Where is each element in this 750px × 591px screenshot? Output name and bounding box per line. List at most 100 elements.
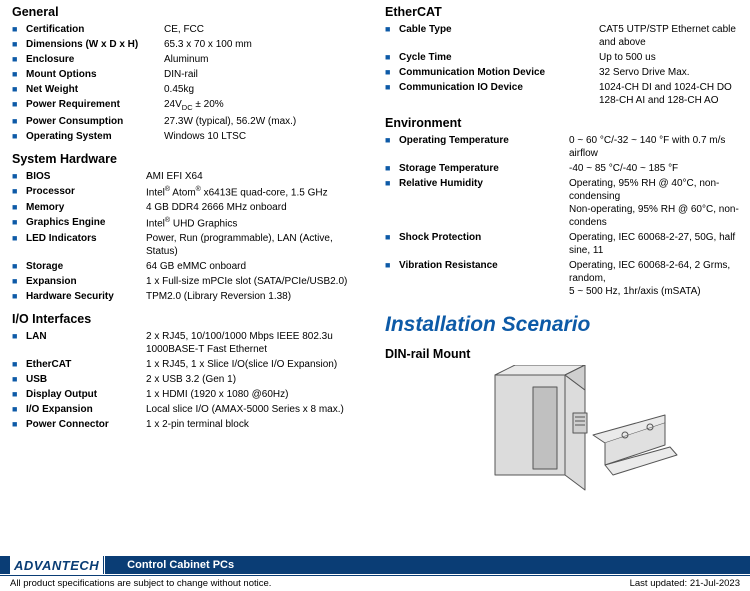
spec-label: Operating System	[26, 130, 164, 143]
spec-label: USB	[26, 373, 146, 386]
footer-last-updated: Last updated: 21-Jul-2023	[630, 578, 740, 589]
spec-value: 32 Servo Drive Max.	[599, 66, 740, 79]
spec-row: ■Power Consumption27.3W (typical), 56.2W…	[12, 114, 367, 129]
bullet-icon: ■	[12, 330, 26, 343]
spec-label: Storage Temperature	[399, 162, 569, 175]
spec-value: 64 GB eMMC onboard	[146, 260, 367, 273]
spec-row: ■Shock ProtectionOperating, IEC 60068-2-…	[385, 230, 740, 258]
bullet-icon: ■	[12, 170, 26, 183]
spec-value: Operating, IEC 60068-2-64, 2 Grms, rando…	[569, 259, 740, 298]
spec-label: Enclosure	[26, 53, 164, 66]
spec-value: 1 x HDMI (1920 x 1080 @60Hz)	[146, 388, 367, 401]
spec-row: ■Cable TypeCAT5 UTP/STP Ethernet cable a…	[385, 22, 740, 50]
footer-disclaimer: All product specifications are subject t…	[10, 578, 271, 589]
right-column: EtherCAT ■Cable TypeCAT5 UTP/STP Ethernet…	[385, 2, 740, 555]
spec-row: ■EnclosureAluminum	[12, 52, 367, 67]
spec-value: 65.3 x 70 x 100 mm	[164, 38, 367, 51]
spec-label: Relative Humidity	[399, 177, 569, 190]
spec-row: ■Operating SystemWindows 10 LTSC	[12, 129, 367, 144]
spec-value: 0 ~ 60 °C/-32 ~ 140 °F with 0.7 m/s airf…	[569, 134, 740, 160]
spec-label: Dimensions (W x D x H)	[26, 38, 164, 51]
bullet-icon: ■	[12, 68, 26, 81]
bullet-icon: ■	[12, 83, 26, 96]
bullet-icon: ■	[385, 162, 399, 175]
spec-row: ■Power Requirement24VDC ± 20%	[12, 97, 367, 114]
bullet-icon: ■	[385, 177, 399, 190]
spec-value: Local slice I/O (AMAX-5000 Series x 8 ma…	[146, 403, 367, 416]
spec-value: 1024-CH DI and 1024-CH DO 128-CH AI and …	[599, 81, 740, 107]
spec-row: ■Power Connector1 x 2-pin terminal block	[12, 417, 367, 432]
spec-value: 27.3W (typical), 56.2W (max.)	[164, 115, 367, 128]
spec-value: 24VDC ± 20%	[164, 98, 367, 113]
spec-row: ■Cycle TimeUp to 500 us	[385, 50, 740, 65]
spec-value: 1 x RJ45, 1 x Slice I/O(slice I/O Expans…	[146, 358, 367, 371]
spec-label: LAN	[26, 330, 146, 343]
bullet-icon: ■	[385, 23, 399, 36]
installation-heading: Installation Scenario	[385, 313, 740, 337]
spec-value: 2 x USB 3.2 (Gen 1)	[146, 373, 367, 386]
spec-row: ■Mount OptionsDIN-rail	[12, 67, 367, 82]
spec-row: ■LAN2 x RJ45, 10/100/1000 Mbps IEEE 802.…	[12, 329, 367, 357]
spec-value: Up to 500 us	[599, 51, 740, 64]
bullet-icon: ■	[12, 98, 26, 111]
bullet-icon: ■	[12, 290, 26, 303]
din-rail-illustration	[455, 365, 715, 515]
bullet-icon: ■	[12, 418, 26, 431]
bullet-icon: ■	[12, 23, 26, 36]
section-heading: System Hardware	[12, 152, 367, 166]
bullet-icon: ■	[12, 403, 26, 416]
spec-label: Display Output	[26, 388, 146, 401]
spec-row: ■USB2 x USB 3.2 (Gen 1)	[12, 372, 367, 387]
spec-label: Power Requirement	[26, 98, 164, 111]
spec-row: ■Memory4 GB DDR4 2666 MHz onboard	[12, 200, 367, 215]
bullet-icon: ■	[12, 130, 26, 143]
spec-label: Vibration Resistance	[399, 259, 569, 272]
bullet-icon: ■	[12, 232, 26, 245]
bullet-icon: ■	[12, 275, 26, 288]
spec-label: Shock Protection	[399, 231, 569, 244]
bullet-icon: ■	[12, 53, 26, 66]
spec-value: Operating, IEC 60068-2-27, 50G, half sin…	[569, 231, 740, 257]
spec-value: 4 GB DDR4 2666 MHz onboard	[146, 201, 367, 214]
spec-label: Memory	[26, 201, 146, 214]
spec-row: ■CertificationCE, FCC	[12, 22, 367, 37]
spec-label: Storage	[26, 260, 146, 273]
spec-label: Hardware Security	[26, 290, 146, 303]
spec-row: ■ProcessorIntel® Atom® x6413E quad-core,…	[12, 184, 367, 200]
spec-label: Mount Options	[26, 68, 164, 81]
page-footer: ADVANTECH Control Cabinet PCs All produc…	[0, 556, 750, 591]
bullet-icon: ■	[385, 134, 399, 147]
spec-row: ■Graphics EngineIntel® UHD Graphics	[12, 215, 367, 231]
section-heading: EtherCAT	[385, 5, 740, 19]
spec-row: ■Display Output1 x HDMI (1920 x 1080 @60…	[12, 387, 367, 402]
spec-row: ■LED IndicatorsPower, Run (programmable)…	[12, 231, 367, 259]
spec-label: Net Weight	[26, 83, 164, 96]
spec-value: Windows 10 LTSC	[164, 130, 367, 143]
spec-row: ■Communication IO Device1024-CH DI and 1…	[385, 80, 740, 108]
bullet-icon: ■	[12, 260, 26, 273]
footer-category: Control Cabinet PCs	[127, 559, 234, 571]
bullet-icon: ■	[12, 185, 26, 198]
spec-row: ■I/O ExpansionLocal slice I/O (AMAX-5000…	[12, 402, 367, 417]
left-column: General■CertificationCE, FCC■Dimensions …	[12, 2, 367, 555]
spec-value: Power, Run (programmable), LAN (Active, …	[146, 232, 367, 258]
spec-label: Operating Temperature	[399, 134, 569, 147]
spec-row: ■Storage64 GB eMMC onboard	[12, 259, 367, 274]
spec-value: TPM2.0 (Library Reversion 1.38)	[146, 290, 367, 303]
spec-value: 2 x RJ45, 10/100/1000 Mbps IEEE 802.3u 1…	[146, 330, 367, 356]
spec-label: Power Connector	[26, 418, 146, 431]
spec-label: Communication IO Device	[399, 81, 599, 94]
spec-value: 1 x 2-pin terminal block	[146, 418, 367, 431]
spec-value: Intel® UHD Graphics	[146, 216, 367, 230]
spec-label: I/O Expansion	[26, 403, 146, 416]
bullet-icon: ■	[385, 231, 399, 244]
spec-value: 0.45kg	[164, 83, 367, 96]
section-heading: General	[12, 5, 367, 19]
spec-value: CE, FCC	[164, 23, 367, 36]
spec-row: ■Net Weight0.45kg	[12, 82, 367, 97]
spec-row: ■Storage Temperature-40 ~ 85 °C/-40 ~ 18…	[385, 161, 740, 176]
spec-value: 1 x Full-size mPCIe slot (SATA/PCIe/USB2…	[146, 275, 367, 288]
bullet-icon: ■	[12, 358, 26, 371]
spec-value: Aluminum	[164, 53, 367, 66]
spec-row: ■EtherCAT1 x RJ45, 1 x Slice I/O(slice I…	[12, 357, 367, 372]
